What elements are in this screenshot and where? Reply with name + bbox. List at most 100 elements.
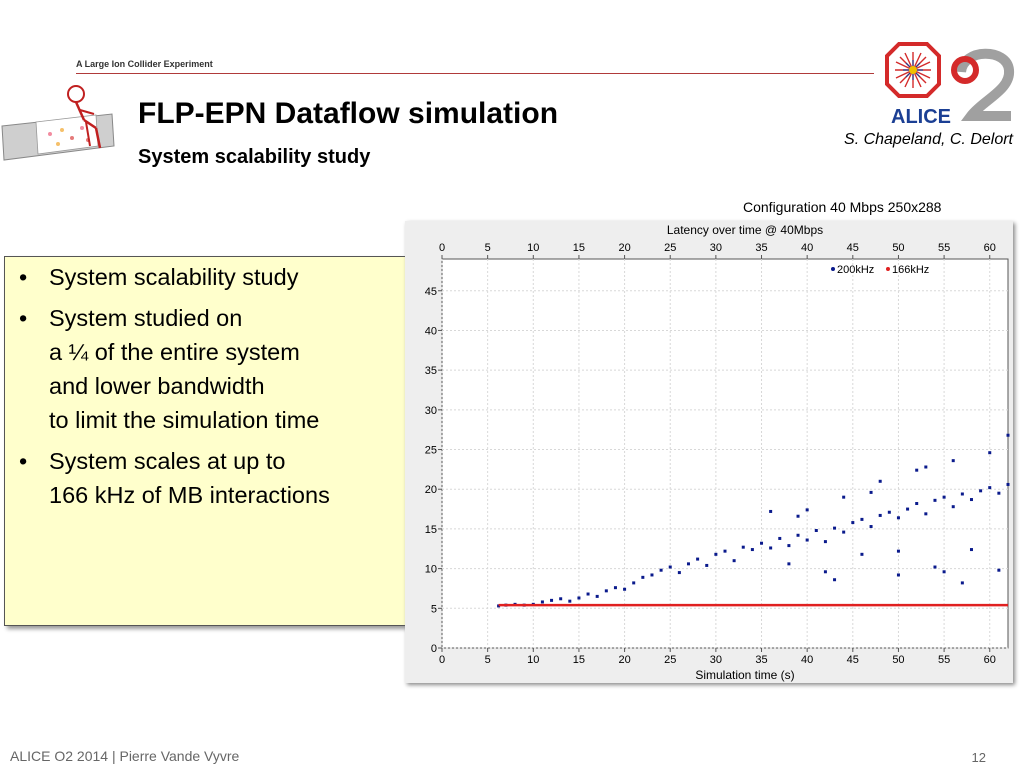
y-tick-label: 35: [425, 365, 437, 377]
data-point-200khz: [760, 541, 764, 545]
x-tick-label: 40: [801, 654, 813, 666]
data-point-200khz: [896, 549, 900, 553]
data-point-200khz: [750, 548, 754, 552]
x-tick-label: 45: [847, 654, 859, 666]
data-point-200khz: [769, 509, 773, 513]
data-point-200khz: [951, 505, 955, 509]
data-point-200khz: [550, 598, 554, 602]
slide-title: FLP-EPN Dataflow simulation: [138, 97, 559, 130]
x-axis-label: Simulation time (s): [695, 668, 794, 682]
plot-area: [441, 258, 1009, 649]
x-tick-label-top: 60: [984, 242, 996, 254]
data-point-200khz: [686, 562, 690, 566]
data-point-200khz: [705, 563, 709, 567]
data-point-200khz: [924, 465, 928, 469]
x-tick-label: 60: [984, 654, 996, 666]
data-point-200khz: [915, 502, 919, 506]
data-point-200khz: [559, 597, 563, 601]
data-point-200khz: [933, 498, 937, 502]
x-tick-label-top: 20: [618, 242, 630, 254]
data-point-200khz: [896, 516, 900, 520]
x-tick-label-top: 5: [485, 242, 491, 254]
data-point-200khz: [659, 568, 663, 572]
data-point-200khz: [586, 592, 590, 596]
bullet-item: System scales at up to 166 kHz of MB int…: [19, 444, 413, 512]
data-point-200khz: [860, 552, 864, 556]
page-number: 12: [971, 750, 986, 765]
x-tick-label: 10: [527, 654, 539, 666]
data-point-200khz: [577, 596, 581, 600]
data-point-200khz: [988, 451, 992, 455]
legend-label: 166kHz: [892, 264, 929, 276]
data-point-200khz: [896, 573, 900, 577]
data-point-200khz: [997, 568, 1001, 572]
x-tick-label: 50: [892, 654, 904, 666]
data-point-200khz: [540, 600, 544, 604]
y-tick-label: 30: [425, 405, 437, 417]
data-point-200khz: [796, 514, 800, 518]
x-tick-label-top: 50: [892, 242, 904, 254]
data-point-200khz: [960, 492, 964, 496]
x-tick-label: 35: [755, 654, 767, 666]
data-point-200khz: [869, 525, 873, 529]
data-point-200khz: [714, 552, 718, 556]
legend-label: 200kHz: [837, 264, 874, 276]
data-point-200khz: [988, 486, 992, 490]
x-tick-label: 55: [938, 654, 950, 666]
slide-subtitle: System scalability study: [138, 146, 371, 168]
data-point-200khz: [1006, 433, 1010, 437]
data-point-200khz: [595, 594, 599, 598]
data-point-200khz: [805, 538, 809, 542]
data-point-200khz: [969, 548, 973, 552]
bullet-box: System scalability study System studied …: [4, 256, 414, 626]
data-point-200khz: [833, 526, 837, 530]
data-point-200khz: [842, 495, 846, 499]
bullet-list: System scalability study System studied …: [5, 257, 413, 512]
data-point-200khz: [787, 544, 791, 548]
x-tick-label: 15: [573, 654, 585, 666]
legend-marker: [831, 267, 835, 271]
data-point-200khz: [696, 557, 700, 561]
x-tick-label-top: 10: [527, 242, 539, 254]
svg-text:ALICE: ALICE: [891, 106, 951, 128]
data-point-200khz: [942, 570, 946, 574]
x-tick-label: 20: [618, 654, 630, 666]
data-point-200khz: [878, 479, 882, 483]
data-point-200khz: [979, 489, 983, 493]
footer-credit: ALICE O2 2014 | Pierre Vande Vyvre: [10, 748, 240, 764]
y-tick-label: 45: [425, 286, 437, 298]
data-point-200khz: [1006, 482, 1010, 486]
bullet-item: System scalability study: [19, 260, 413, 294]
y-tick-label: 10: [425, 564, 437, 576]
data-point-200khz: [924, 512, 928, 516]
bullet-item: System studied on a ¼ of the entire syst…: [19, 301, 413, 437]
data-point-200khz: [969, 498, 973, 502]
data-point-200khz: [915, 468, 919, 472]
data-point-200khz: [869, 490, 873, 494]
x-tick-label-top: 40: [801, 242, 813, 254]
data-point-200khz: [796, 533, 800, 537]
data-point-200khz: [805, 508, 809, 512]
data-point-200khz: [787, 562, 791, 566]
data-point-200khz: [887, 510, 891, 514]
data-point-200khz: [842, 530, 846, 534]
header-rule: [76, 73, 874, 74]
y-tick-label: 5: [431, 603, 437, 615]
x-tick-label-top: 30: [710, 242, 722, 254]
data-point-200khz: [933, 565, 937, 569]
pipe-mascot-illustration: [1, 85, 115, 161]
data-point-200khz: [951, 459, 955, 463]
y-tick-label: 15: [425, 524, 437, 536]
data-point-200khz: [833, 578, 837, 582]
x-tick-label: 30: [710, 654, 722, 666]
x-tick-label-top: 0: [439, 242, 445, 254]
data-point-200khz: [814, 529, 818, 533]
data-point-200khz: [878, 513, 882, 517]
data-point-200khz: [632, 581, 636, 585]
data-point-200khz: [604, 589, 608, 593]
x-tick-label: 5: [485, 654, 491, 666]
data-point-200khz: [997, 491, 1001, 495]
data-point-200khz: [906, 507, 910, 511]
data-point-200khz: [860, 517, 864, 521]
data-point-200khz: [650, 573, 654, 577]
